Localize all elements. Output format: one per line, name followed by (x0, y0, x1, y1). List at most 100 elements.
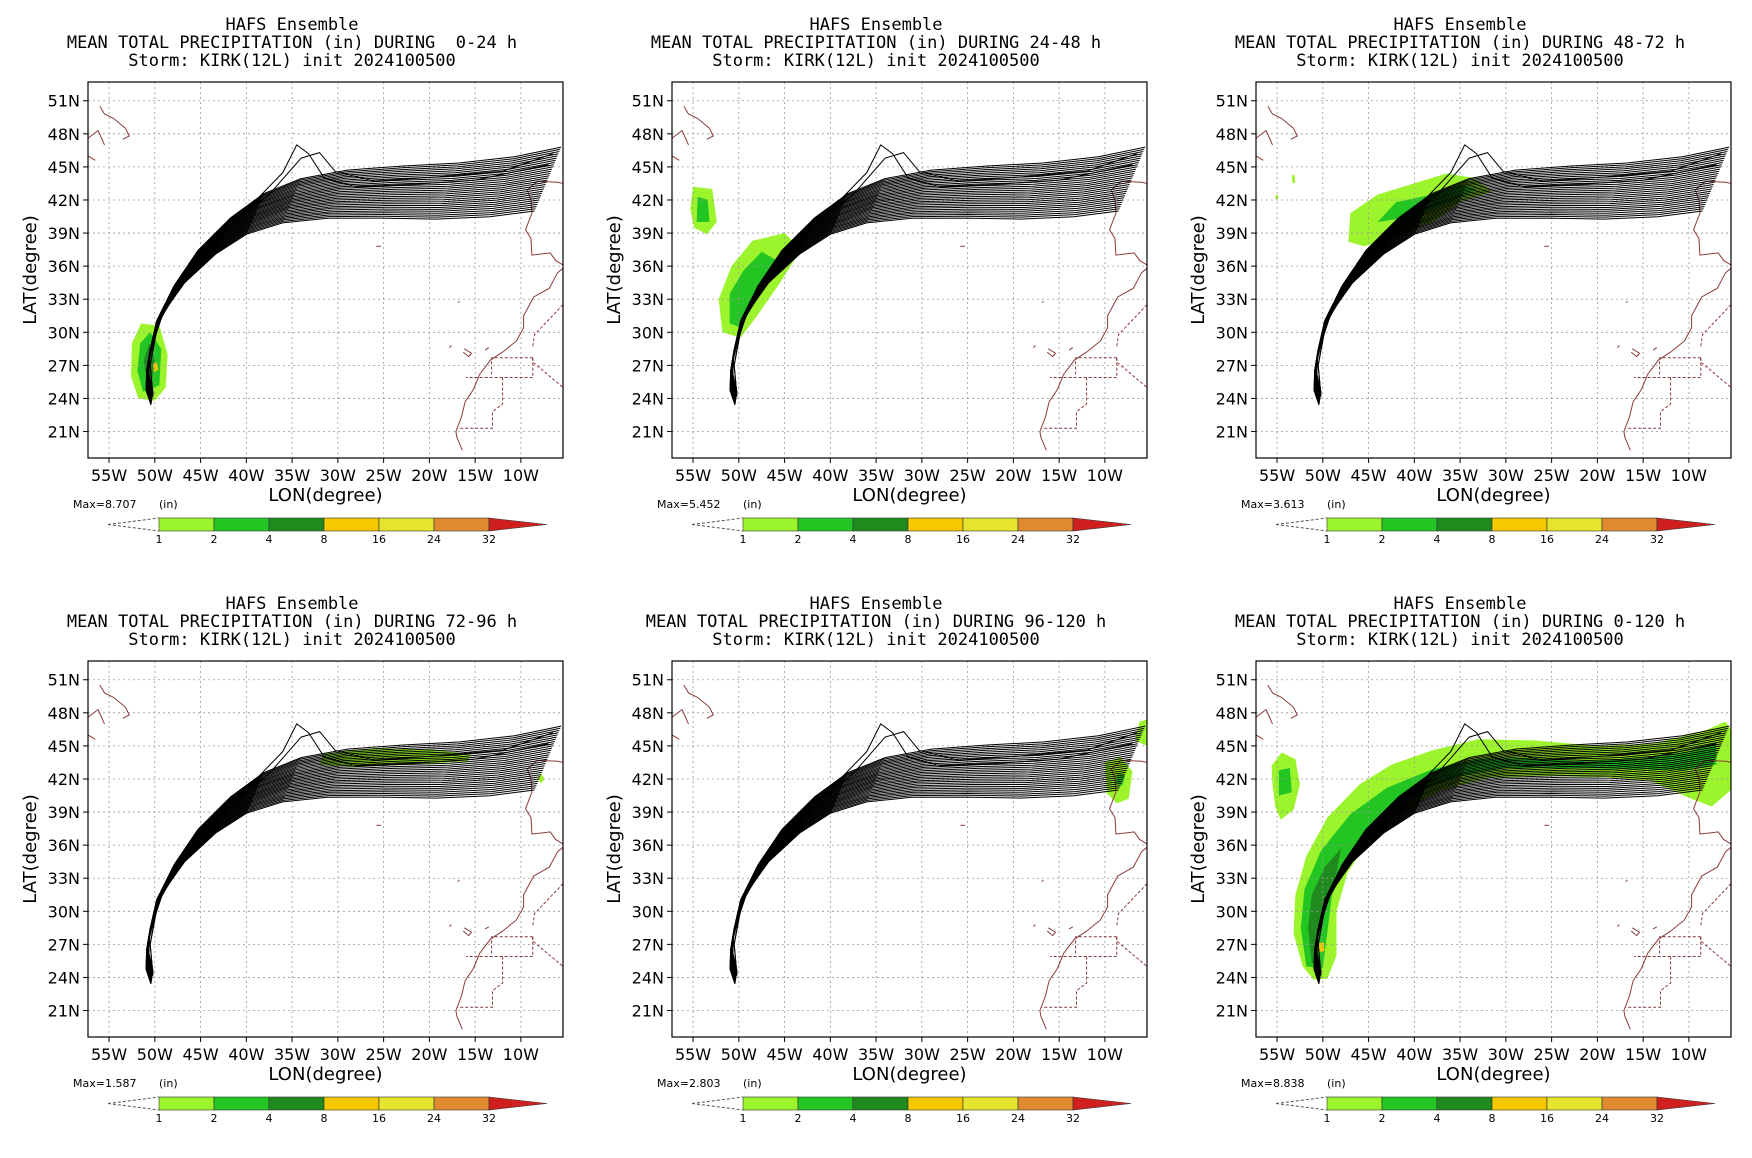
max-value-label: Max=8.838 (1241, 1077, 1304, 1090)
lon-tick-label: 45W (766, 1045, 802, 1064)
x-axis-label: LON(degree) (268, 485, 382, 506)
panel-subtitle: MEAN TOTAL PRECIPITATION (in) DURING 72-… (66, 612, 518, 632)
lat-tick-label: 42N (1216, 191, 1248, 210)
colorbar-label: 1 (1324, 533, 1331, 546)
lon-tick-label: 30W (904, 1045, 940, 1064)
units-label: (in) (743, 498, 762, 511)
y-axis-label: LAT(degree) (604, 794, 625, 903)
ensemble-track (149, 152, 554, 397)
x-axis-label: LON(degree) (852, 485, 966, 506)
map-panel: HAFS Ensemble MEAN TOTAL PRECIPITATION (i… (1168, 579, 1752, 1158)
lat-tick-label: 39N (48, 803, 80, 822)
lat-tick-label: 36N (632, 836, 664, 855)
colorbar-label: 4 (1434, 1112, 1441, 1125)
lat-tick-label: 45N (48, 158, 80, 177)
lon-tick-label: 40W (812, 1045, 848, 1064)
lon-tick-label: 40W (1396, 1045, 1432, 1064)
precip-area (729, 251, 778, 327)
colorbar-label: 32 (1066, 1112, 1080, 1125)
map-panel: HAFS Ensemble MEAN TOTAL PRECIPITATION (i… (0, 0, 584, 579)
lon-tick-label: 30W (320, 1045, 356, 1064)
units-label: (in) (159, 498, 178, 511)
panel-subtitle: MEAN TOTAL PRECIPITATION (in) DURING 96-… (645, 612, 1107, 632)
lon-tick-label: 25W (366, 1045, 402, 1064)
ensemble-track (733, 731, 1138, 976)
colorbar-label: 16 (1540, 1112, 1554, 1125)
lon-tick-label: 40W (228, 466, 264, 485)
map-plot: 51N 48N 45N 42N 39N 36N 33N 30N 27N 24N 21N 55W 50W 4… (604, 660, 1148, 1125)
map-plot: 51N 48N 45N 42N 39N 36N 33N 30N 27N 24N 21N 55W 50W 4… (604, 81, 1148, 546)
lat-tick-label: 24N (1216, 389, 1248, 408)
colorbar-label: 32 (1650, 533, 1664, 546)
lon-tick-label: 10W (1087, 466, 1123, 485)
colorbar-label: 8 (321, 1112, 328, 1125)
colorbar-label: 2 (211, 1112, 218, 1125)
lon-tick-label: 20W (995, 1045, 1031, 1064)
lat-tick-label: 36N (632, 257, 664, 276)
lon-tick-label: 25W (1534, 1045, 1570, 1064)
colorbar-label: 2 (1379, 1112, 1386, 1125)
panel-subtitle: MEAN TOTAL PRECIPITATION (in) DURING 0-1… (1234, 612, 1686, 632)
lon-tick-label: 40W (812, 466, 848, 485)
x-axis-label: LON(degree) (268, 1064, 382, 1085)
lon-tick-label: 20W (1579, 466, 1615, 485)
lon-tick-label: 35W (1442, 466, 1478, 485)
lon-tick-label: 10W (1087, 1045, 1123, 1064)
lat-tick-label: 42N (632, 191, 664, 210)
lat-tick-label: 48N (632, 704, 664, 723)
lat-tick-label: 36N (1216, 257, 1248, 276)
lat-tick-label: 51N (632, 671, 664, 690)
lon-tick-label: 35W (274, 466, 310, 485)
lon-tick-label: 50W (137, 1045, 173, 1064)
map-panel: HAFS Ensemble MEAN TOTAL PRECIPITATION (i… (0, 579, 584, 1158)
colorbar-label: 32 (482, 1112, 496, 1125)
x-axis-label: LON(degree) (852, 1064, 966, 1085)
lon-tick-label: 50W (721, 1045, 757, 1064)
lat-tick-label: 27N (48, 356, 80, 375)
colorbar-label: 2 (795, 1112, 802, 1125)
lat-tick-label: 21N (632, 423, 664, 442)
panel-title: HAFS Ensemble (1393, 15, 1527, 35)
colorbar-label: 24 (1595, 533, 1609, 546)
lat-tick-label: 42N (1216, 770, 1248, 789)
units-label: (in) (1327, 1077, 1346, 1090)
lon-tick-label: 55W (91, 466, 127, 485)
lat-tick-label: 24N (1216, 968, 1248, 987)
lat-tick-label: 33N (632, 869, 664, 888)
colorbar-label: 2 (211, 533, 218, 546)
lat-tick-label: 45N (632, 737, 664, 756)
lon-tick-label: 15W (1625, 1045, 1661, 1064)
map-plot: 51N 48N 45N 42N 39N 36N 33N 30N 27N 24N 21N 55W 50W 4… (20, 81, 564, 546)
ensemble-track (1316, 725, 1730, 972)
y-axis-label: LAT(degree) (20, 215, 41, 324)
units-label: (in) (743, 1077, 762, 1090)
lon-tick-label: 20W (411, 466, 447, 485)
lon-tick-label: 55W (1259, 1045, 1295, 1064)
colorbar-label: 8 (321, 533, 328, 546)
max-value-label: Max=8.707 (73, 498, 136, 511)
x-axis-label: LON(degree) (1436, 1064, 1550, 1085)
y-axis-label: LAT(degree) (1188, 215, 1209, 324)
lat-tick-label: 30N (1216, 323, 1248, 342)
storm-label: Storm: KIRK(12L) init 2024100500 (1296, 51, 1624, 71)
storm-label: Storm: KIRK(12L) init 2024100500 (712, 51, 1040, 71)
ensemble-track (733, 144, 1133, 397)
panel-subtitle: MEAN TOTAL PRECIPITATION (in) DURING 24-… (650, 33, 1102, 53)
lon-tick-label: 45W (182, 1045, 218, 1064)
lat-tick-label: 48N (48, 125, 80, 144)
lat-tick-label: 39N (1216, 224, 1248, 243)
lat-tick-label: 30N (1216, 902, 1248, 921)
colorbar-label: 4 (850, 1112, 857, 1125)
lon-tick-label: 35W (274, 1045, 310, 1064)
lat-tick-label: 27N (632, 356, 664, 375)
lat-tick-label: 36N (48, 836, 80, 855)
lon-tick-label: 30W (904, 466, 940, 485)
ensemble-track (733, 152, 1138, 397)
lat-tick-label: 27N (632, 935, 664, 954)
x-axis-label: LON(degree) (1436, 485, 1550, 506)
colorbar-label: 24 (1595, 1112, 1609, 1125)
lon-tick-label: 35W (858, 466, 894, 485)
lat-tick-label: 45N (632, 158, 664, 177)
lon-tick-label: 50W (1305, 466, 1341, 485)
colorbar-label: 8 (1489, 1112, 1496, 1125)
